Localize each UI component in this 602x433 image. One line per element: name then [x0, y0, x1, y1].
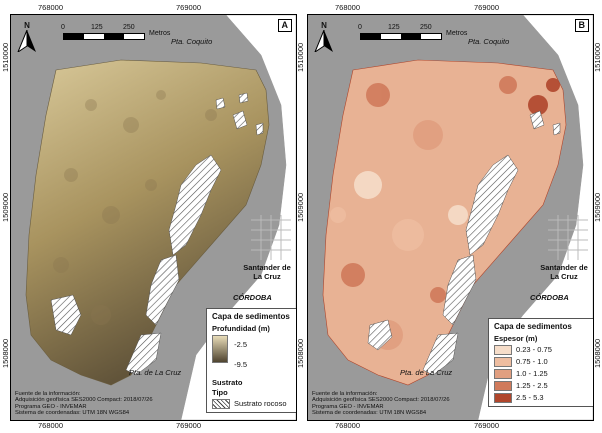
coord-left-a-2: 1509000 [1, 192, 10, 222]
place-pta-coquito-b: Pta. Coquito [468, 37, 510, 46]
north-label-a: N [24, 21, 30, 30]
legend-sub3-a: Tipo [212, 388, 228, 397]
coord-top-a-1: 768000 [38, 3, 64, 12]
north-label-b: N [321, 21, 327, 30]
coord-mid-3: 1508000 [296, 338, 305, 368]
source-b-line-2: Adquisición geofísica SES2000 Compact: 2… [312, 397, 450, 404]
scale-b-tick-1: 125 [388, 24, 400, 31]
class-row: 0.23 - 0.75 [494, 345, 588, 356]
north-arrow-a: N [16, 21, 38, 57]
scale-tick-2: 250 [123, 24, 135, 31]
depth-min: -9.5 [234, 360, 248, 369]
coord-left-a-1: 1510000 [1, 42, 10, 72]
coord-right-b-3: 1508000 [593, 338, 602, 368]
class-swatch-3 [494, 369, 512, 380]
source-a-line-2: Adquisición geofísica SES2000 Compact: 2… [15, 397, 153, 404]
source-b-line-4: Sistema de coordenadas: UTM 18N WGS84 [312, 410, 427, 417]
class-label-1: 0.23 - 0.75 [516, 345, 552, 354]
place-pta-coquito-a: Pta. Coquito [171, 37, 213, 46]
coord-mid-2: 1509000 [296, 192, 305, 222]
coord-top-b-2: 769000 [474, 3, 500, 12]
coord-left-a-3: 1508000 [1, 338, 10, 368]
legend-sub2-a: Sustrato [212, 378, 243, 387]
coord-bottom-b-1: 768000 [335, 421, 361, 430]
scale-tick-0: 0 [61, 24, 65, 31]
scale-tick-1: 125 [91, 24, 103, 31]
north-arrow-icon [16, 29, 36, 54]
depth-max: -2.5 [234, 340, 248, 349]
class-row: 1.0 - 1.25 [494, 369, 588, 380]
class-row: 1.25 - 2.5 [494, 381, 588, 392]
coord-right-b-2: 1509000 [593, 192, 602, 222]
class-swatch-2 [494, 357, 512, 368]
relief-texture [53, 90, 217, 325]
north-arrow-b-icon [313, 29, 333, 54]
source-a: Fuente de la información: Adquisición ge… [15, 391, 153, 417]
source-a-line-1: Fuente de la información: [15, 390, 81, 397]
legend-subtitle-b: Espesor (m) [494, 334, 538, 343]
depth-ramp [212, 335, 228, 363]
map-panel-b: B N 0 125 250 Metros Pta. Coquito Santan… [307, 14, 594, 421]
panel-letter-b: B [574, 19, 589, 32]
north-arrow-b: N [313, 21, 335, 57]
scale-b-tick-0: 0 [358, 24, 362, 31]
rocky-substrate-a [50, 92, 264, 376]
class-label-2: 0.75 - 1.0 [516, 357, 548, 367]
source-b: Fuente de la información: Adquisición ge… [312, 391, 450, 417]
urban-area-b-icon [548, 215, 588, 260]
map-panel-a: A N 0 125 250 Metros Pta. Coquito Santan… [10, 14, 297, 421]
source-b-line-3: Programa GEO - INVEMAR [312, 403, 384, 410]
place-santander-a: Santander de La Cruz [243, 263, 291, 281]
legend-title-b: Capa de sedimentos [494, 322, 572, 331]
class-swatch-5 [494, 393, 512, 404]
scale-unit-b: Metros [446, 30, 468, 37]
class-swatch-1 [494, 345, 512, 356]
scale-bar-b-graphic [360, 33, 442, 40]
source-a-line-3: Programa GEO - INVEMAR [15, 403, 87, 410]
urban-area-icon [251, 215, 291, 260]
source-b-line-1: Fuente de la información: [312, 390, 378, 397]
legend-subtitle-a: Profundidad (m) [212, 324, 270, 333]
coord-bottom-a-2: 769000 [176, 421, 202, 430]
rock-label: Sustrato rocoso [234, 399, 287, 408]
scale-unit-a: Metros [149, 30, 171, 37]
coord-top-b-1: 768000 [335, 3, 361, 12]
place-pta-cruz-b: Pta. de La Cruz [400, 368, 453, 377]
legend-b: Capa de sedimentos Espesor (m) 0.23 - 0.… [488, 318, 593, 408]
place-cordoba-a: CÓRDOBA [233, 293, 272, 302]
panel-letter-a: A [277, 19, 292, 32]
source-a-line-4: Sistema de coordenadas: UTM 18N WGS84 [15, 410, 130, 417]
coord-right-b-1: 1510000 [593, 42, 602, 72]
class-label-5: 2.5 - 5.3 [516, 393, 544, 403]
place-cordoba-b: CÓRDOBA [530, 293, 569, 302]
sediment-layer-b [322, 59, 567, 386]
class-row: 2.5 - 5.3 [494, 393, 588, 404]
coord-bottom-b-2: 769000 [474, 421, 500, 430]
rock-swatch [212, 399, 230, 410]
class-label-3: 1.0 - 1.25 [516, 369, 548, 379]
coord-top-a-2: 769000 [176, 3, 202, 12]
legend-title-a: Capa de sedimentos [212, 312, 290, 321]
legend-a: Capa de sedimentos Profundidad (m) -2.5 -… [206, 308, 296, 414]
class-swatch-4 [494, 381, 512, 392]
coord-mid-1: 1510000 [296, 42, 305, 72]
place-santander-b: Santander de La Cruz [540, 263, 588, 281]
scale-bar-graphic [63, 33, 145, 40]
class-label-4: 1.25 - 2.5 [516, 381, 548, 391]
sediment-layer-a [25, 59, 270, 386]
thickness-classes: 0.23 - 0.75 0.75 - 1.0 1.0 - 1.25 1.25 -… [494, 345, 588, 404]
place-pta-cruz-a: Pta. de La Cruz [129, 368, 182, 377]
scale-b-tick-2: 250 [420, 24, 432, 31]
coord-bottom-a-1: 768000 [38, 421, 64, 430]
class-row: 0.75 - 1.0 [494, 357, 588, 368]
rocky-substrate-b [367, 110, 561, 376]
